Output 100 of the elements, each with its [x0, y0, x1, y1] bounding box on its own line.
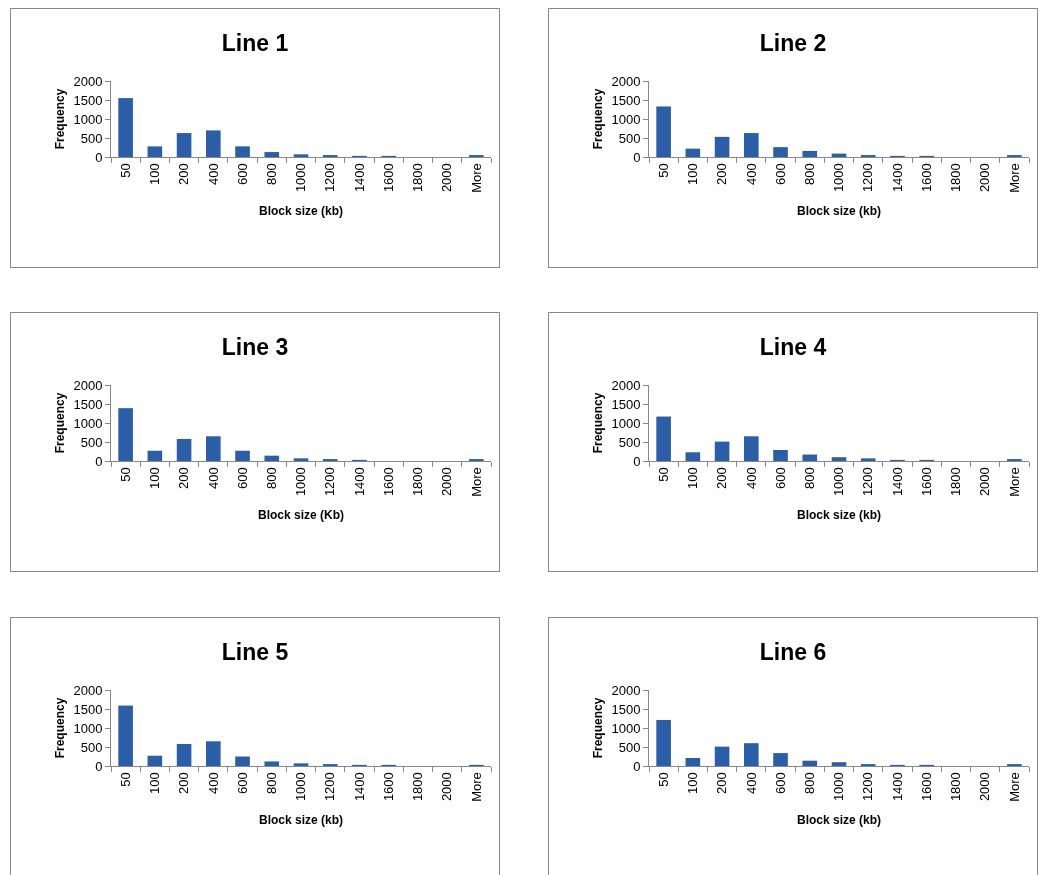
- bar: [147, 146, 163, 157]
- x-tick-label: 600: [234, 163, 250, 185]
- x-tick-label: 2000: [977, 163, 993, 193]
- x-tick-label: 200: [176, 163, 192, 185]
- y-tick-label: 1500: [73, 396, 103, 412]
- y-tick-label: 500: [618, 130, 641, 146]
- x-axis-title: Block size (kb): [796, 812, 882, 827]
- bar: [685, 148, 701, 157]
- bar: [118, 408, 133, 461]
- bar: [264, 152, 280, 157]
- y-tick-label: 500: [80, 739, 103, 755]
- y-tick-label: 1500: [73, 701, 103, 717]
- bar: [714, 746, 730, 766]
- x-tick-label: 2000: [439, 772, 455, 802]
- bar: [118, 98, 133, 157]
- y-tick-label: 2000: [73, 377, 103, 393]
- bar: [264, 455, 280, 461]
- x-tick-label: 400: [205, 772, 221, 794]
- x-tick-label: 1200: [860, 163, 876, 193]
- bar: [802, 760, 818, 766]
- bar: [264, 761, 280, 766]
- y-tick-label: 1500: [611, 92, 641, 108]
- x-tick-label: 1600: [918, 163, 934, 193]
- y-tick-label: 1000: [73, 720, 103, 736]
- x-tick-label: 2000: [977, 467, 993, 497]
- y-tick-label: 500: [80, 434, 103, 450]
- bar: [802, 150, 818, 157]
- x-tick-label: 200: [714, 163, 730, 185]
- x-tick-label: 1800: [948, 772, 964, 802]
- x-tick-label: 1200: [860, 772, 876, 802]
- x-axis-title: Block size (kb): [796, 203, 882, 218]
- y-axis-title: Frequency: [590, 88, 605, 150]
- bar: [206, 741, 221, 766]
- x-tick-label: 1000: [293, 467, 309, 497]
- x-axis-title: Block size (kb): [258, 203, 344, 218]
- x-tick-label: 1800: [948, 163, 964, 193]
- x-tick-label: 50: [655, 163, 671, 178]
- x-tick-label: 800: [801, 163, 817, 185]
- x-tick-label: 1000: [831, 467, 847, 497]
- x-axis-title: Block size (kb): [796, 507, 882, 522]
- x-tick-label: 1400: [351, 772, 367, 802]
- bar: [802, 454, 818, 461]
- y-tick-label: 0: [633, 453, 641, 469]
- x-tick-label: 1400: [351, 467, 367, 497]
- x-tick-label: 50: [655, 772, 671, 787]
- x-tick-label: 800: [263, 772, 279, 794]
- x-tick-label: 1400: [351, 163, 367, 193]
- y-axis-title: Frequency: [590, 697, 605, 759]
- x-tick-label: 1800: [410, 772, 426, 802]
- x-tick-label: 1400: [889, 163, 905, 193]
- x-tick-label: 800: [263, 163, 279, 185]
- x-tick-label: 800: [801, 772, 817, 794]
- bar: [235, 450, 250, 461]
- bar: [714, 136, 730, 157]
- bar: [147, 450, 163, 461]
- x-tick-label: 1600: [918, 467, 934, 497]
- x-tick-label: More: [1006, 467, 1022, 497]
- y-tick-label: 2000: [73, 73, 103, 89]
- bar: [860, 458, 876, 461]
- x-axis-title: Block size (kb): [258, 812, 344, 827]
- x-tick-label: More: [468, 163, 484, 193]
- y-tick-label: 2000: [611, 73, 641, 89]
- x-tick-label: 100: [147, 467, 163, 489]
- chart-title: Line 4: [759, 334, 827, 361]
- bar: [656, 720, 671, 766]
- y-tick-label: 0: [95, 453, 103, 469]
- x-tick-label: More: [468, 772, 484, 802]
- x-tick-label: 1600: [918, 772, 934, 802]
- y-tick-label: 1000: [611, 111, 641, 127]
- x-tick-label: 600: [772, 772, 788, 794]
- y-tick-label: 2000: [611, 377, 641, 393]
- y-tick-label: 500: [618, 434, 641, 450]
- x-tick-label: 2000: [439, 163, 455, 193]
- x-tick-label: 100: [147, 772, 163, 794]
- x-tick-label: 1200: [322, 163, 338, 193]
- x-tick-label: 400: [743, 772, 759, 794]
- x-tick-label: 1000: [293, 163, 309, 193]
- bar: [235, 756, 250, 766]
- bar: [773, 449, 788, 461]
- y-tick-label: 1500: [611, 396, 641, 412]
- x-tick-label: 100: [685, 772, 701, 794]
- bar: [831, 762, 847, 766]
- x-tick-label: 600: [772, 467, 788, 489]
- x-tick-label: 1800: [410, 163, 426, 193]
- y-tick-label: 1500: [611, 701, 641, 717]
- bar: [685, 452, 701, 461]
- y-tick-label: 500: [618, 739, 641, 755]
- x-tick-label: 400: [743, 163, 759, 185]
- y-tick-label: 1500: [73, 92, 103, 108]
- bar: [831, 457, 847, 461]
- bar: [293, 458, 309, 461]
- x-tick-label: 400: [743, 467, 759, 489]
- x-tick-label: 50: [117, 772, 133, 787]
- x-tick-label: 600: [772, 163, 788, 185]
- x-tick-label: 100: [685, 467, 701, 489]
- chart-title: Line 6: [759, 639, 827, 666]
- x-tick-label: More: [468, 467, 484, 497]
- bar: [744, 743, 759, 766]
- x-tick-label: 2000: [439, 467, 455, 497]
- y-tick-label: 1000: [73, 111, 103, 127]
